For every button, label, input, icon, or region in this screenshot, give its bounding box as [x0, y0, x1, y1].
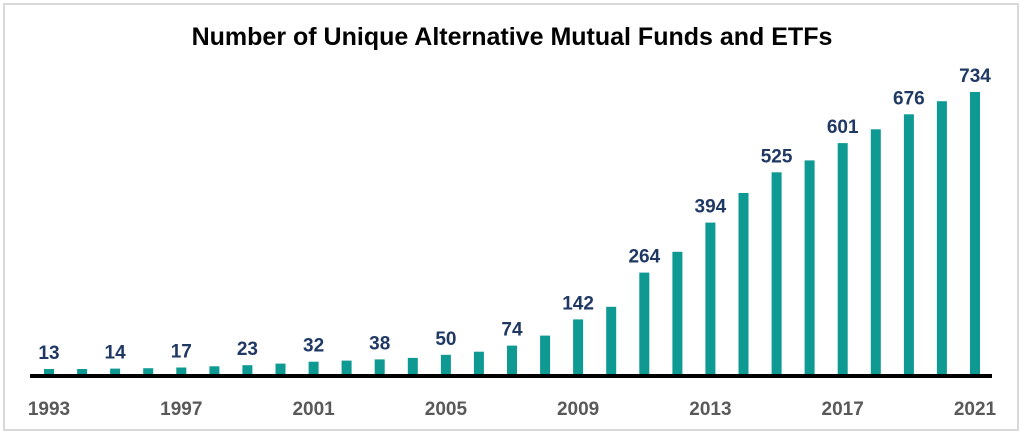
bar-2010: [606, 306, 617, 374]
data-label-2009: 142: [562, 293, 594, 314]
data-label-1999: 23: [237, 339, 258, 360]
bar-1993: [44, 369, 54, 374]
bar-2012: [672, 251, 683, 374]
data-label-2013: 394: [695, 197, 727, 218]
bar-2014: [738, 193, 749, 374]
bar-2008: [540, 335, 551, 374]
data-label-2021: 734: [959, 66, 991, 87]
data-label-1997: 17: [171, 342, 192, 363]
bar-2017: [837, 143, 848, 374]
bar-2004: [407, 357, 418, 374]
bar-2001: [308, 361, 319, 374]
data-label-2001: 32: [303, 336, 324, 357]
data-label-2015: 525: [761, 146, 793, 167]
bar-2006: [473, 351, 484, 374]
data-label-2005: 50: [435, 329, 456, 350]
bar-2003: [374, 359, 385, 374]
data-label-2007: 74: [501, 320, 523, 341]
bar-2007: [507, 345, 517, 374]
bar-2009: [573, 319, 584, 374]
bar-2000: [275, 363, 286, 374]
x-tick-label-2013: 2013: [689, 399, 731, 420]
x-tick-label-2009: 2009: [557, 399, 599, 420]
chart-title: Number of Unique Alternative Mutual Fund…: [192, 23, 833, 51]
x-tick-label-2017: 2017: [822, 399, 864, 420]
bar-2005: [440, 354, 451, 374]
x-tick-label-2001: 2001: [292, 399, 335, 420]
bar-2016: [804, 160, 815, 374]
x-tick-label-2005: 2005: [425, 399, 468, 420]
x-tick-label-1997: 1997: [160, 399, 202, 420]
bars-group: [44, 92, 980, 375]
bar-1998: [209, 366, 220, 374]
data-labels-group: 13 14 17 23 32 38 50 74 142 264 394 525 601 676 734: [38, 66, 991, 364]
bar-1995: [110, 368, 121, 374]
bar-2013: [705, 222, 716, 374]
data-label-1995: 14: [105, 343, 127, 364]
data-label-2011: 264: [628, 247, 660, 268]
data-label-2019: 676: [893, 88, 925, 109]
bar-2021: [970, 92, 980, 374]
x-tick-label-2021: 2021: [954, 399, 997, 420]
bar-1999: [242, 365, 253, 374]
x-tick-labels-group: 1993 1997 2001 2005 2009 2013 2017 2021: [28, 399, 997, 420]
bar-1997: [176, 367, 187, 374]
data-label-2003: 38: [369, 333, 390, 354]
bar-2002: [341, 360, 352, 374]
bar-2019: [903, 114, 914, 375]
data-label-2017: 601: [827, 117, 859, 138]
x-tick-label-1993: 1993: [28, 399, 70, 420]
bar-1994: [77, 369, 88, 374]
bar-2015: [771, 172, 782, 374]
bar-1996: [143, 368, 154, 374]
bar-2018: [870, 129, 881, 374]
bar-2011: [639, 272, 650, 374]
bar-2020: [936, 101, 947, 374]
data-label-1993: 13: [38, 343, 59, 364]
